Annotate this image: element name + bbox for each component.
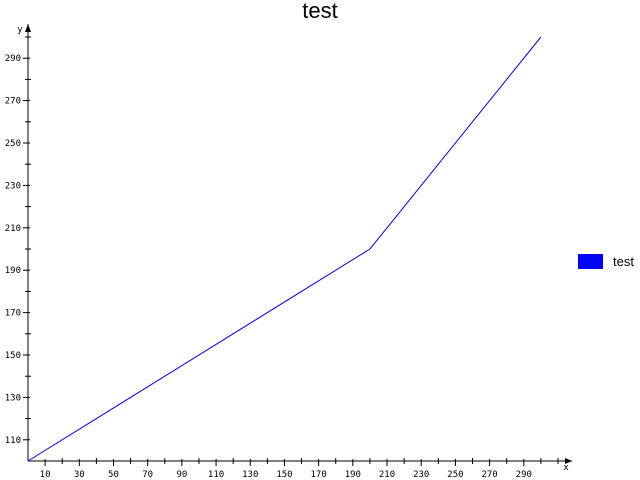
legend-swatch bbox=[578, 254, 603, 269]
y-axis-arrow bbox=[25, 24, 31, 32]
y-tick-label: 250 bbox=[5, 139, 21, 149]
y-axis-ticks: 110 130 150 170 190 210 230 250 270 290 bbox=[5, 36, 31, 446]
x-tick-label: 270 bbox=[481, 470, 497, 480]
series-layer bbox=[27, 36, 542, 462]
y-tick-label: 130 bbox=[5, 393, 21, 403]
x-tick-label: 150 bbox=[276, 470, 292, 480]
x-tick-label: 30 bbox=[74, 470, 85, 480]
series-line bbox=[27, 36, 542, 462]
x-axis-label: x bbox=[563, 463, 569, 473]
x-tick-label: 10 bbox=[40, 470, 51, 480]
y-tick-label: 290 bbox=[5, 54, 21, 64]
y-tick-label: 190 bbox=[5, 266, 21, 276]
x-tick-label: 190 bbox=[345, 470, 361, 480]
x-tick-label: 110 bbox=[208, 470, 224, 480]
y-tick-label: 230 bbox=[5, 181, 21, 191]
y-tick-label: 210 bbox=[5, 224, 21, 234]
x-axis-arrow bbox=[565, 458, 572, 464]
x-tick-label: 210 bbox=[379, 470, 395, 480]
y-axis-label: y bbox=[17, 25, 23, 35]
chart-title: test bbox=[302, 0, 338, 23]
y-tick-label: 170 bbox=[5, 309, 21, 319]
x-axis-ticks: 10 30 50 70 90 110 130 150 170 190 210 230 250 270 290 bbox=[40, 458, 559, 480]
x-tick-label: 290 bbox=[516, 470, 532, 480]
x-tick-label: 130 bbox=[242, 470, 258, 480]
x-tick-label: 230 bbox=[413, 470, 429, 480]
legend: test bbox=[578, 254, 634, 269]
x-tick-label: 250 bbox=[447, 470, 463, 480]
x-tick-label: 70 bbox=[142, 470, 153, 480]
legend-label: test bbox=[613, 254, 634, 269]
x-tick-label: 170 bbox=[311, 470, 327, 480]
y-tick-label: 110 bbox=[5, 436, 21, 446]
y-tick-label: 150 bbox=[5, 351, 21, 361]
x-tick-label: 50 bbox=[108, 470, 119, 480]
y-tick-label: 270 bbox=[5, 97, 21, 107]
x-tick-label: 90 bbox=[176, 470, 187, 480]
